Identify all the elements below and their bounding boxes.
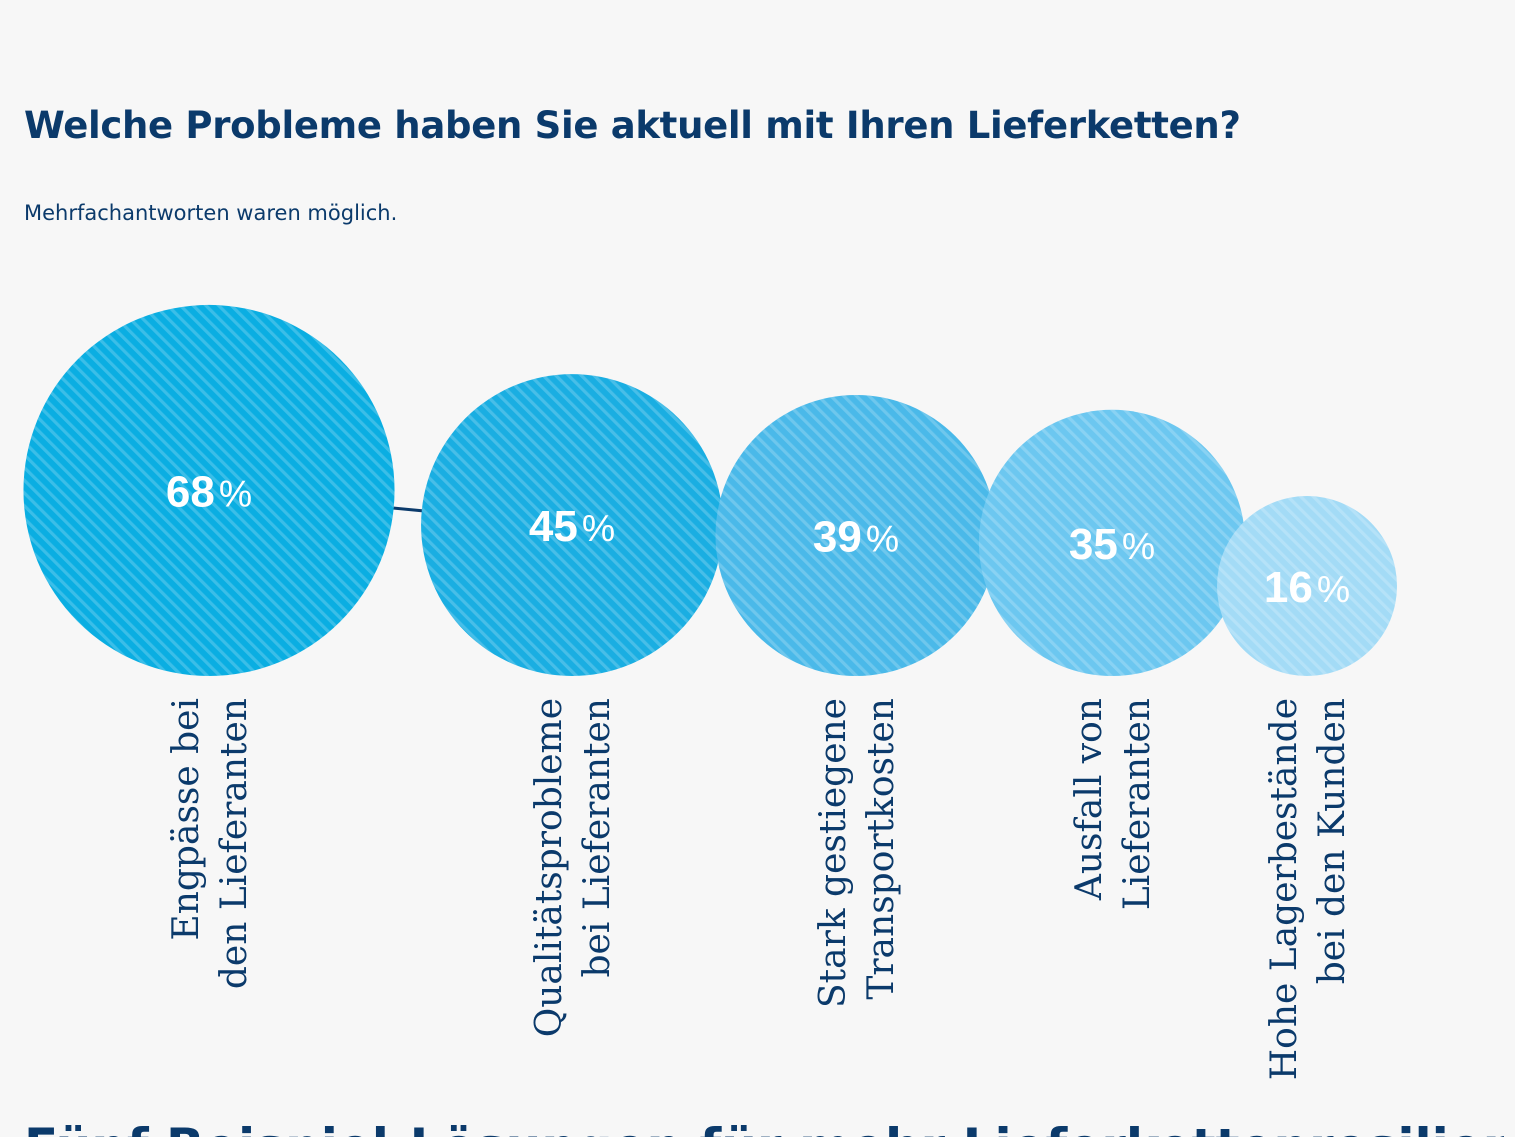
bubble-chart: 68 % 45% 39% 35 % 16% Engpässe bei den Lieferan… — [23, 304, 1397, 1080]
bubble-hatch-1 — [23, 304, 395, 676]
chart-subtitle: Mehrfachantworten waren möglich. — [24, 201, 398, 225]
category-labels: Engpässe bei den Lieferanten Qualitätsprob… — [166, 698, 1353, 1080]
chart-title: Welche Probleme haben Sie aktuell mit Ih… — [24, 104, 1241, 147]
value-label-4: 35% — [1069, 520, 1155, 569]
value-label-3: 39% — [813, 512, 899, 561]
category-label-3-line-1: Stark gestiegene — [813, 698, 854, 1008]
value-label-2: 45% — [529, 502, 615, 551]
category-label-5-line-2: bei den Kunden — [1312, 698, 1353, 984]
percentage-labels: 68 % 45% 39% 35 % 16% — [166, 467, 1350, 612]
category-label-4-line-2: Lieferanten — [1117, 698, 1158, 910]
category-label-1-line-2: den Lieferanten — [214, 698, 255, 989]
value-label-1: 68% — [166, 467, 252, 516]
category-label-1-line-1: Engpässe bei — [166, 698, 207, 941]
category-label-3-line-2: Transportkosten — [861, 698, 902, 1000]
bubble-hatch-5 — [1217, 496, 1397, 676]
category-label-5-line-1: Hohe Lagerbestände — [1264, 698, 1305, 1080]
next-section-heading: Fünf Beispiel-Lösungen für mehr Lieferke… — [24, 1118, 1504, 1137]
bubble-hatch-3 — [715, 394, 997, 676]
value-label-5: 16% — [1264, 563, 1350, 612]
category-label-2-line-2: bei Lieferanten — [577, 698, 618, 977]
category-label-4-line-1: Ausfall von — [1069, 698, 1110, 901]
bubble-hatch-4 — [978, 409, 1246, 676]
bubbles — [23, 304, 1397, 676]
bubble-hatch-2 — [421, 374, 723, 676]
category-label-2-line-1: Qualitätsprobleme — [529, 698, 570, 1037]
